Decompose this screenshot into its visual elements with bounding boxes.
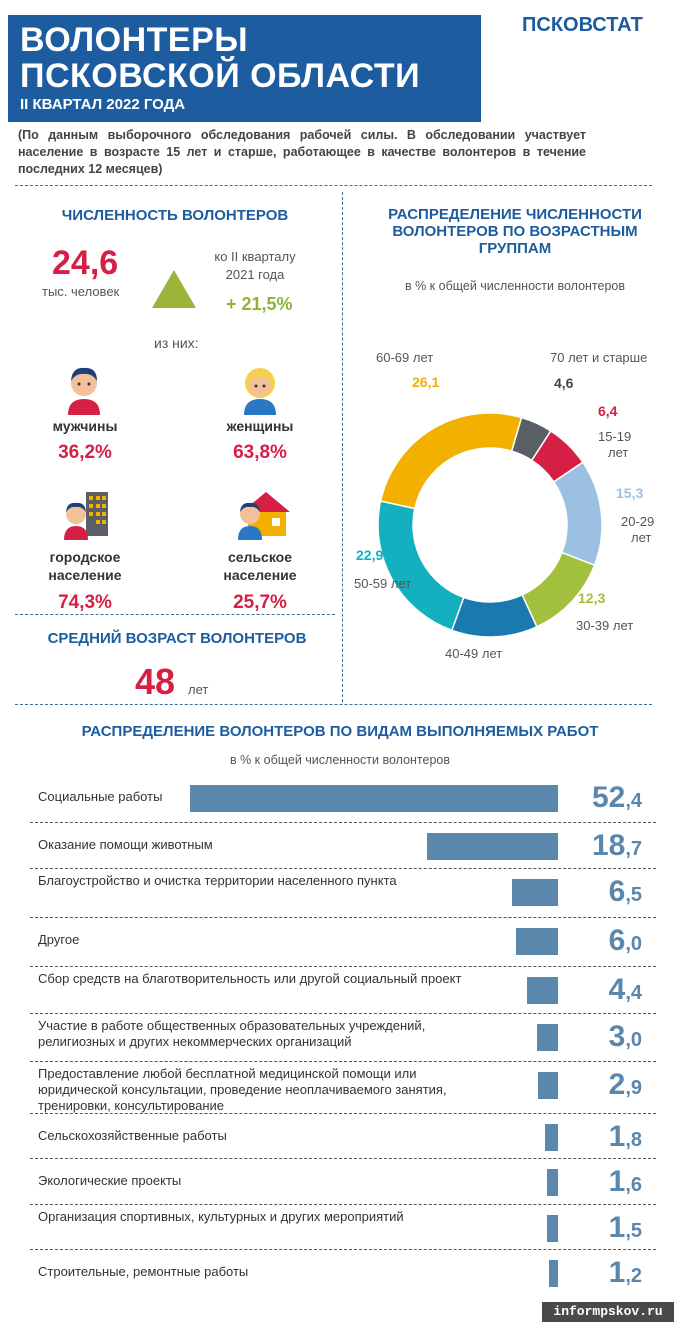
avg-age-title: СРЕДНИЙ ВОЗРАСТ ВОЛОНТЕРОВ (47, 630, 307, 647)
bar-category-label: Социальные работы (38, 789, 163, 804)
donut-category-label: 30-39 лет (576, 618, 633, 633)
bar (515, 928, 558, 955)
women-pct: 63,8% (233, 442, 287, 463)
bar-row-divider (30, 822, 656, 823)
bar-category-label: Организация спортивных, культурных и дру… (38, 1209, 404, 1224)
man-icon (64, 363, 104, 420)
donut-value-label: 26,1 (412, 374, 439, 390)
bar-row-divider (30, 917, 656, 918)
donut-slice (379, 412, 523, 510)
donut-category-label: 50-59 лет (354, 576, 411, 591)
bar (536, 1024, 558, 1051)
divider-middle (15, 704, 652, 705)
divider-left (15, 614, 335, 615)
bar-value-label: 6,5 (608, 875, 642, 908)
bar (190, 785, 558, 812)
rural-pct: 25,7% (233, 592, 287, 613)
bar-row-divider (30, 868, 656, 869)
donut-category-label: 40-49 лет (445, 646, 502, 661)
header-banner (8, 15, 481, 122)
avg-age-value: 48 (135, 661, 176, 702)
bar-category-label: Благоустройство и очистка территории нас… (38, 873, 397, 888)
woman-icon (240, 363, 280, 420)
page-subtitle: II КВАРТАЛ 2022 ГОДА (20, 96, 186, 113)
page-title: ВОЛОНТЕРЫ ПСКОВСКОЙ ОБЛАСТИ (20, 21, 421, 95)
bar-category-label: Экологические проекты (38, 1173, 182, 1188)
donut-value-label: 6,4 (598, 403, 618, 419)
count-title: ЧИСЛЕННОСТЬ ВОЛОНТЕРОВ (61, 207, 289, 224)
works-chart-subtitle: в % к общей численности волонтеров (229, 753, 451, 767)
survey-note: (По данным выборочного обследования рабо… (18, 128, 586, 176)
donut-value-label: 15,3 (616, 485, 643, 501)
avg-age-unit: лет (188, 682, 209, 697)
bar-category-label: Оказание помощи животным (38, 837, 213, 852)
bar-value-label: 18,7 (591, 829, 642, 862)
bar (512, 879, 558, 906)
bar (426, 833, 558, 860)
up-triangle-icon (150, 268, 198, 315)
bar-value-label: 3,0 (608, 1020, 642, 1053)
compare-label: ко II кварталу 2021 года (214, 249, 296, 282)
count-value: 24,6 (52, 244, 119, 282)
men-label: мужчины (52, 418, 118, 434)
rural-label: сельское население (223, 549, 297, 583)
bar-category-label: Строительные, ремонтные работы (38, 1264, 249, 1279)
bar-value-label: 1,5 (608, 1211, 642, 1244)
bar-category-label: Другое (38, 932, 80, 947)
bar-category-label: Сбор средств на благотворительность или … (38, 971, 462, 986)
donut-category-label: 60-69 лет (376, 350, 433, 365)
bar (549, 1260, 558, 1287)
donut-value-label: 12,4 (470, 620, 497, 636)
bar-row-divider (30, 1061, 656, 1062)
bar-row-divider (30, 1158, 656, 1159)
bar (547, 1215, 558, 1242)
bar-value-label: 1,2 (608, 1256, 642, 1289)
bar-category-label: Участие в работе общественных образовате… (38, 1018, 426, 1049)
bar-row-divider (30, 1249, 656, 1250)
city-person-icon (62, 490, 112, 545)
agency-logo-text: ПСКОВСТАТ (522, 14, 643, 36)
bar-category-label: Сельскохозяйственные работы (38, 1128, 227, 1143)
donut-value-label: 22,9 (356, 547, 383, 563)
women-label: женщины (226, 418, 294, 434)
bar-row-divider (30, 966, 656, 967)
bar-row-divider (30, 1013, 656, 1014)
men-pct: 36,2% (58, 442, 112, 463)
of-them-label: из них: (154, 335, 199, 351)
bar-value-label: 52,4 (591, 781, 642, 814)
count-unit: тыс. человек (42, 284, 120, 299)
bar-value-label: 1,8 (608, 1120, 642, 1153)
bar-value-label: 4,4 (608, 973, 642, 1006)
donut-value-label: 12,3 (578, 590, 605, 606)
bar-value-label: 1,6 (608, 1165, 642, 1198)
bar (527, 977, 558, 1004)
donut-category-label: 15-19 лет (598, 429, 631, 460)
bar-row-divider (30, 1113, 656, 1114)
donut-category-label: 70 лет и старше (550, 350, 647, 365)
bar (537, 1072, 558, 1099)
works-chart-title: РАСПРЕДЕЛЕНИЕ ВОЛОНТЕРОВ ПО ВИДАМ ВЫПОЛН… (81, 723, 599, 740)
donut-value-label: 4,6 (554, 375, 574, 391)
bar-value-label: 6,0 (608, 924, 642, 957)
divider-top (15, 185, 652, 186)
watermark: informpskov.ru (542, 1302, 674, 1322)
age-donut-chart: 4,6 70 лет и старше 6,4 15-19 лет 15,3 20-29 ле… (354, 350, 654, 661)
age-chart-title: РАСПРЕДЕЛЕНИЕ ЧИСЛЕННОСТИ ВОЛОНТЕРОВ ПО … (388, 206, 642, 257)
donut-category-label: 20-29 лет (621, 514, 654, 545)
bar-row-divider (30, 1204, 656, 1205)
bar-value-label: 2,9 (608, 1068, 642, 1101)
age-chart-subtitle: в % к общей численности волонтеров (404, 279, 626, 293)
divider-vertical (342, 192, 343, 702)
village-person-icon (236, 490, 292, 545)
bar (545, 1124, 558, 1151)
bar-category-label: Предоставление любой бесплатной медицинс… (38, 1066, 447, 1113)
count-change: + 21,5% (226, 294, 293, 314)
urban-pct: 74,3% (58, 592, 112, 613)
bar (546, 1169, 558, 1196)
urban-label: городское население (48, 549, 122, 583)
